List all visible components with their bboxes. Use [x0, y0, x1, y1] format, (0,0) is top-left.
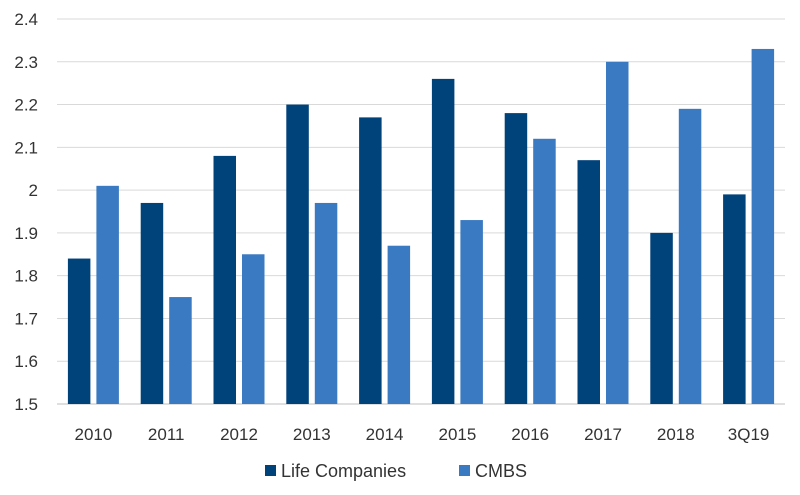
y-tick-label: 1.6: [14, 352, 38, 371]
bar-cmbs-2015: [460, 220, 483, 404]
bar-life-companies-2010: [67, 258, 91, 404]
x-tick-label: 3Q19: [728, 425, 770, 444]
bar-cmbs-2017: [606, 61, 629, 405]
y-tick-label: 1.9: [14, 224, 38, 243]
bar-life-companies-3q19: [723, 194, 746, 404]
x-axis-tick-labels: 2010 2011 2012 2013 2014 2015 2016 2017 2018 3Q19: [74, 425, 769, 444]
y-tick-label: 2.4: [14, 10, 38, 29]
y-tick-label: 2.1: [14, 138, 38, 157]
bars: [67, 48, 775, 405]
bar-cmbs-2014: [387, 245, 411, 404]
x-tick-label: 2011: [148, 425, 185, 444]
bar-cmbs-2012: [242, 254, 265, 404]
bar-life-companies-2015: [431, 78, 455, 404]
x-tick-label: 2013: [293, 425, 331, 444]
bar-life-companies-2013: [286, 104, 309, 405]
bar-cmbs-2011: [169, 297, 192, 404]
x-tick-label: 2015: [438, 425, 476, 444]
y-tick-label: 1.7: [14, 309, 38, 328]
x-tick-label: 2018: [657, 425, 695, 444]
legend: Life Companies CMBS: [265, 461, 527, 481]
bar-life-companies-2014: [359, 117, 382, 404]
bar-life-companies-2016: [504, 113, 528, 404]
bar-cmbs-2013: [314, 202, 338, 404]
bar-cmbs-2018: [678, 108, 702, 404]
y-tick-label: 1.5: [14, 395, 38, 414]
x-tick-label: 2012: [220, 425, 258, 444]
bar-life-companies-2017: [577, 160, 600, 404]
legend-swatch-cmbs: [459, 465, 470, 476]
bar-life-companies-2011: [140, 202, 164, 404]
x-tick-label: 2017: [584, 425, 622, 444]
gridlines: [57, 18, 785, 405]
legend-swatch-life-companies: [265, 465, 276, 476]
bar-cmbs-2016: [533, 138, 556, 404]
bar-life-companies-2018: [650, 232, 673, 404]
y-axis-tick-labels: 1.5 1.6 1.7 1.8 1.9 2 2.1 2.2 2.3 2.4: [14, 10, 38, 414]
bar-cmbs-3q19: [751, 48, 775, 404]
legend-label-life-companies: Life Companies: [281, 461, 406, 481]
x-tick-label: 2016: [511, 425, 549, 444]
y-tick-label: 2.2: [14, 96, 38, 115]
legend-label-cmbs: CMBS: [475, 461, 527, 481]
y-tick-label: 1.8: [14, 267, 38, 286]
x-tick-label: 2010: [74, 425, 112, 444]
bar-cmbs-2010: [96, 185, 119, 404]
bar-life-companies-2012: [213, 155, 236, 404]
y-tick-label: 2: [29, 181, 38, 200]
x-tick-label: 2014: [366, 425, 404, 444]
y-tick-label: 2.3: [14, 53, 38, 72]
